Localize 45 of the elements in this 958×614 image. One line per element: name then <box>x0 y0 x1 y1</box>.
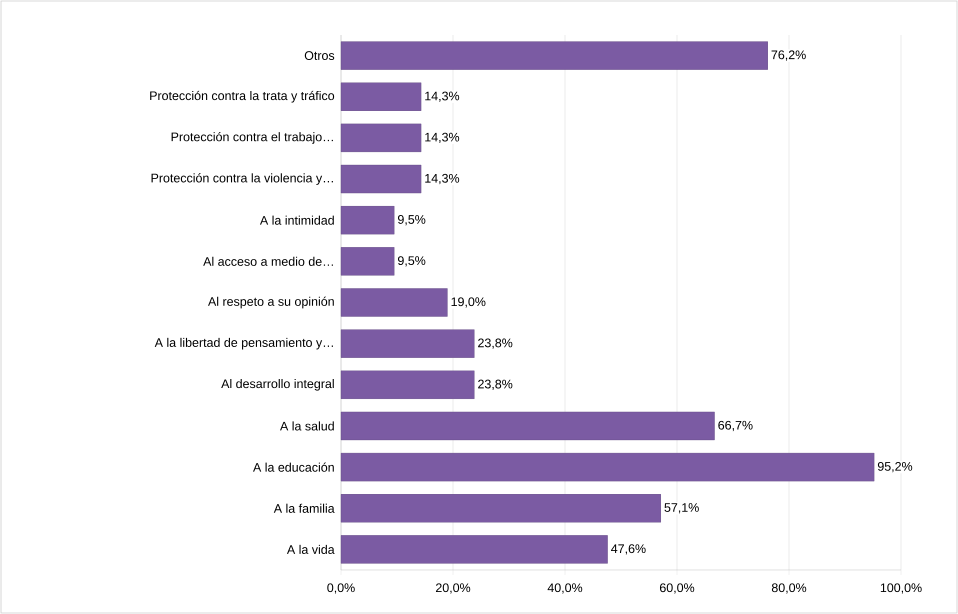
x-tick-label: 80,0% <box>772 583 806 594</box>
bar <box>340 494 661 522</box>
y-tick-label: Protección contra la trata y tráfico <box>150 90 334 103</box>
x-tick-label: 100,0% <box>880 583 922 594</box>
x-tick-label: 60,0% <box>660 583 694 594</box>
bar <box>340 329 474 358</box>
y-tick-label: Otros <box>304 51 334 60</box>
data-label: 19,0% <box>452 297 486 308</box>
data-label: 14,3% <box>425 174 460 184</box>
x-tick-label: 0,0% <box>327 583 355 594</box>
bar <box>340 452 874 482</box>
bar <box>340 41 768 70</box>
bar <box>340 288 448 317</box>
y-tick-label: A la educación <box>252 462 334 472</box>
data-label: 76,2% <box>772 50 806 61</box>
bar <box>340 82 422 111</box>
y-tick-label: Protección contra el trabajo… <box>172 132 333 144</box>
data-label: 9,5% <box>398 256 426 266</box>
y-tick-label: A la vida <box>286 544 335 554</box>
y-tick-label: A la libertad de pensamiento y… <box>154 338 333 350</box>
y-tick-label: Al desarrollo integral <box>221 378 334 391</box>
bar <box>340 412 715 440</box>
data-label: 95,2% <box>878 462 912 472</box>
x-tick-label: 40,0% <box>548 583 582 594</box>
bar <box>340 164 422 194</box>
data-label: 14,3% <box>425 92 460 102</box>
y-tick-label: A la intimidad <box>260 216 334 225</box>
bar <box>340 124 422 152</box>
y-tick-label: A la salud <box>280 421 334 431</box>
x-tick-label: 20,0% <box>436 583 470 594</box>
data-label: 57,1% <box>664 503 699 514</box>
bar <box>340 247 394 276</box>
bar <box>340 370 474 399</box>
data-label: 23,8% <box>478 380 512 390</box>
y-tick-label: Al respeto a su opinión <box>208 296 334 308</box>
y-tick-label: Al acceso a medio de… <box>203 256 333 266</box>
bar <box>340 206 394 234</box>
y-tick-label: Protección contra la violencia y… <box>152 173 333 185</box>
data-label: 14,3% <box>425 132 460 144</box>
data-label: 47,6% <box>611 544 646 555</box>
data-label: 9,5% <box>398 215 426 226</box>
data-label: 23,8% <box>478 338 512 349</box>
data-label: 66,7% <box>718 420 753 432</box>
y-tick-label: A la familia <box>274 504 335 513</box>
bar <box>340 535 608 564</box>
